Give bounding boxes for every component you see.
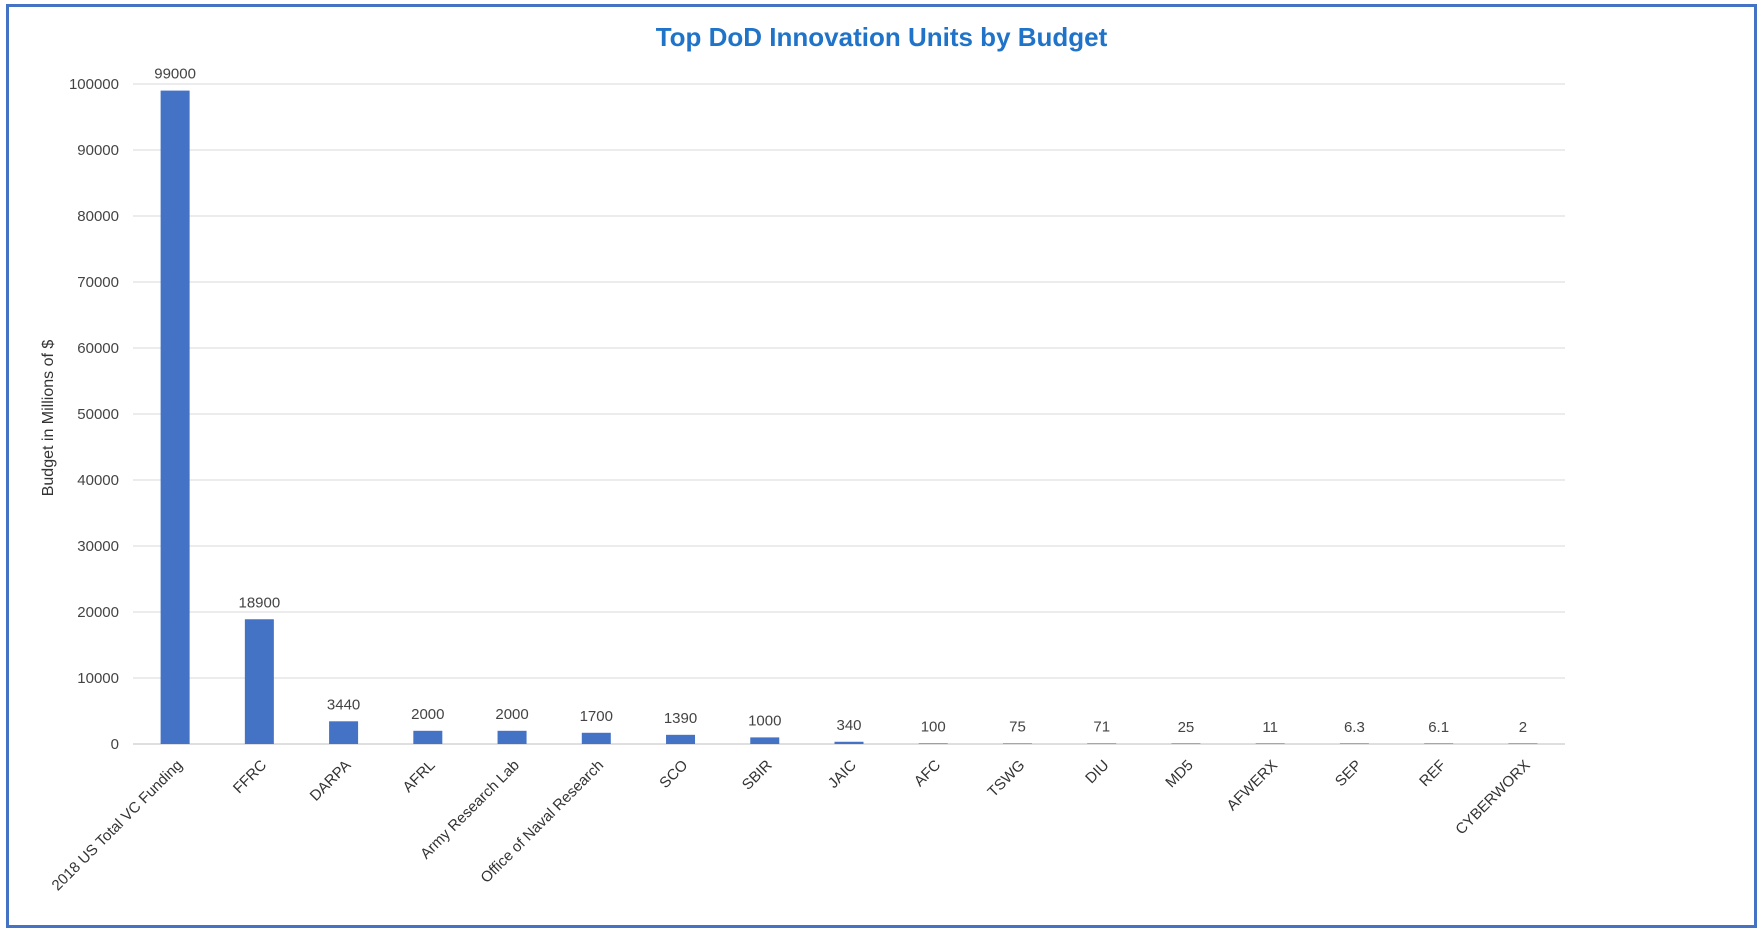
- bar: [1171, 743, 1201, 744]
- data-label: 75: [1009, 719, 1026, 736]
- category-label: FFRC: [230, 757, 270, 797]
- category-label: JAIC: [825, 757, 860, 792]
- bar: [160, 90, 190, 745]
- y-tick-label: 50000: [77, 406, 119, 423]
- y-tick-label: 0: [111, 736, 119, 753]
- data-label: 6.1: [1428, 719, 1449, 736]
- data-labels: 99000 18900 3440 2000 2000 1700 1390 1000 340 100…: [154, 66, 1527, 736]
- data-label: 1700: [580, 708, 613, 725]
- category-label: AFC: [911, 757, 944, 790]
- y-tick-label: 40000: [77, 472, 119, 489]
- data-label: 2000: [495, 706, 528, 723]
- category-labels: 2018 US Total VC Funding FFRC DARPA AFRLArm…: [49, 757, 1534, 895]
- data-label: 100: [921, 718, 946, 735]
- chart-frame: [6, 4, 1757, 928]
- bar: [329, 721, 359, 744]
- bar: [1087, 743, 1117, 744]
- category-label: AFWERX: [1224, 757, 1281, 814]
- data-label: 18900: [238, 594, 280, 611]
- category-label: AFRL: [400, 757, 439, 796]
- chart-title: Top DoD Innovation Units by Budget: [655, 22, 1108, 52]
- bar: [834, 741, 864, 744]
- y-tick-label: 60000: [77, 340, 119, 357]
- bar: [666, 734, 696, 744]
- y-tick-label: 20000: [77, 604, 119, 621]
- bar: [1424, 743, 1454, 744]
- gridlines: [133, 83, 1565, 745]
- category-label: SBIR: [739, 757, 776, 794]
- y-tick-label: 90000: [77, 142, 119, 159]
- category-label: REF: [1416, 757, 1449, 790]
- y-tick-label: 30000: [77, 538, 119, 555]
- bar: [1002, 743, 1032, 744]
- y-tick-label: 10000: [77, 670, 119, 687]
- bar: [1508, 743, 1538, 744]
- category-label: CYBERWORX: [1452, 757, 1533, 838]
- y-tick-label: 80000: [77, 208, 119, 225]
- y-tick-label: 70000: [77, 274, 119, 291]
- data-label: 11: [1262, 719, 1278, 736]
- data-label: 71: [1093, 719, 1110, 736]
- data-label: 1390: [664, 710, 697, 727]
- bar: [750, 737, 780, 744]
- y-axis-label: Budget in Millions of $: [40, 340, 57, 497]
- data-label: 3440: [327, 696, 360, 713]
- bars: [160, 90, 1538, 745]
- data-label: 99000: [154, 66, 196, 83]
- category-label: TSWG: [984, 757, 1028, 801]
- bar: [244, 619, 274, 744]
- category-label: SEP: [1332, 757, 1365, 790]
- data-label: 340: [836, 717, 861, 734]
- bar: [918, 743, 948, 744]
- category-label: DARPA: [307, 757, 355, 805]
- category-label: DIU: [1082, 757, 1112, 787]
- y-axis-ticks: 0 10000 20000 30000 40000 50000 60000 70000 8000…: [69, 76, 119, 753]
- category-label: 2018 US Total VC Funding: [49, 757, 186, 894]
- data-label: 2000: [411, 706, 444, 723]
- category-label: SCO: [656, 757, 691, 792]
- y-tick-label: 100000: [69, 76, 119, 93]
- data-label: 2: [1519, 719, 1527, 736]
- bar: [413, 730, 443, 744]
- bar: [581, 732, 611, 744]
- data-label: 25: [1178, 719, 1195, 736]
- data-label: 1000: [748, 712, 781, 729]
- bar: [1339, 743, 1369, 744]
- bar: [1255, 743, 1285, 744]
- category-label: MD5: [1162, 757, 1196, 791]
- bar: [497, 730, 527, 744]
- data-label: 6.3: [1344, 719, 1365, 736]
